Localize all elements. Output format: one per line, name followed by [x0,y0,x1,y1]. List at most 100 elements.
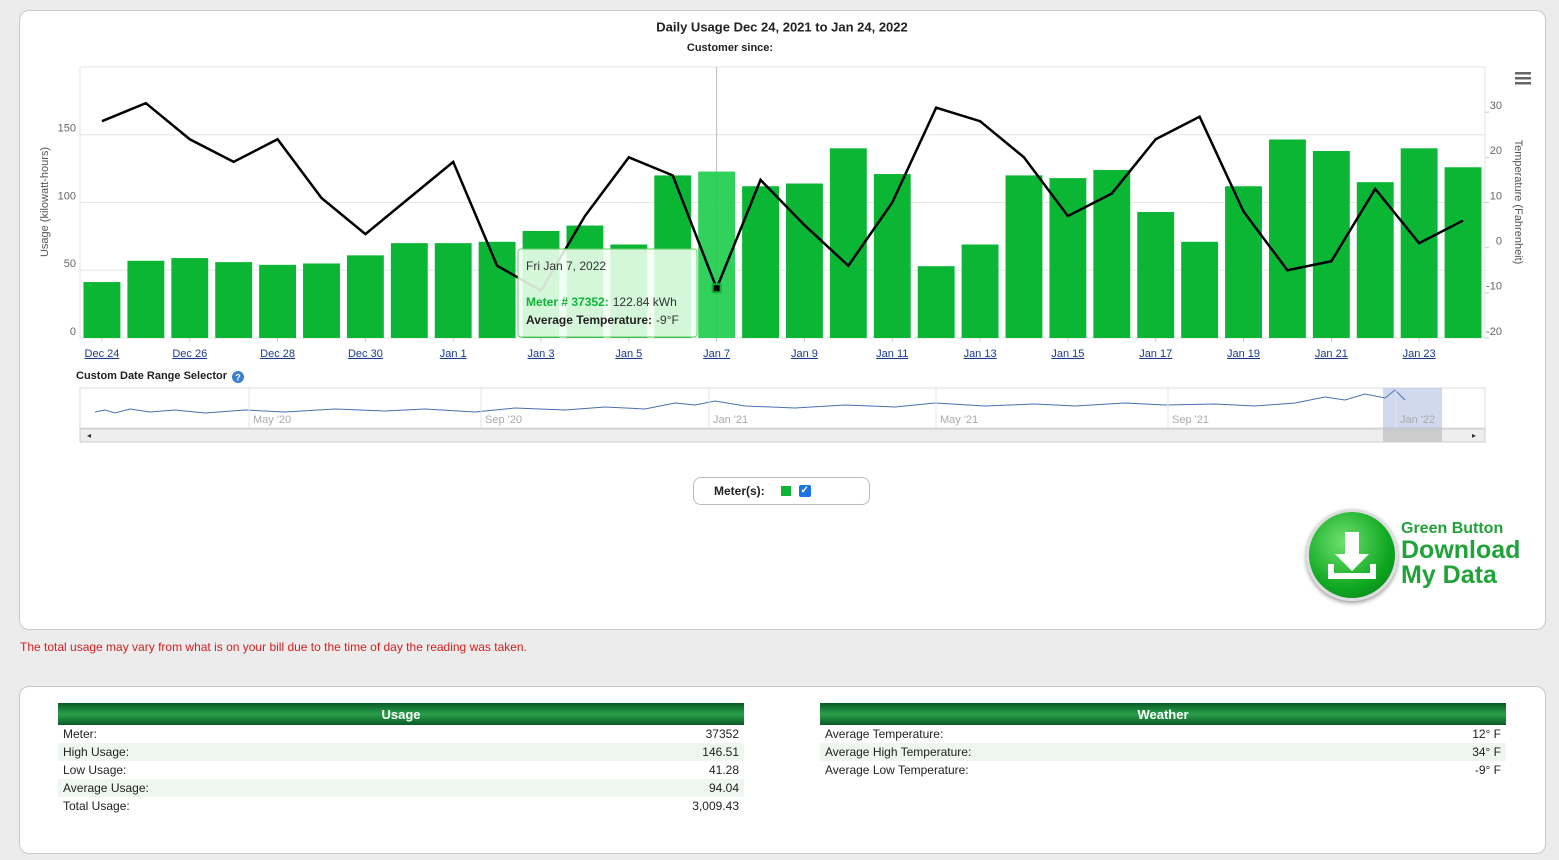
meter-swatch [780,486,791,496]
bar [215,262,253,338]
bar [1093,169,1131,338]
x-tick-label: Jan 5 [615,348,642,360]
x-tick-label: Dec 30 [348,348,383,360]
x-tick-label: Jan 1 [440,348,467,360]
navigator-label: Sep '20 [485,414,522,426]
table-row: Low Usage: 41.28 [58,761,744,779]
y2-tick-label: 0 [1496,236,1502,248]
menu-icon[interactable] [1515,72,1531,85]
x-tick-label: Jan 9 [791,348,818,360]
row-value: 146.51 [488,743,744,761]
bar [478,241,516,338]
row-value: 37352 [705,727,739,741]
x-tick-label: Jan 3 [528,348,555,360]
x-tick-label: Jan 19 [1227,348,1260,360]
row-value: 94.04 [488,779,744,797]
x-tick-label: Jan 11 [876,348,908,360]
x-tick-label: Dec 26 [172,348,207,360]
x-tick-label: Jan 21 [1315,348,1348,360]
x-tick-label: Dec 28 [260,348,295,360]
row-value: 12° F [1472,727,1501,741]
usage-table: Usage Meter: 37352 High Usage: 146.51 Low Usa… [58,703,744,815]
green-button-icon [1306,509,1398,601]
x-tick-label: Jan 15 [1051,348,1084,360]
tooltip-temp-value: -9°F [656,313,679,327]
scrollbar[interactable] [79,428,1486,443]
weather-table: Weather Average Temperature: 12° F Average … [820,703,1506,779]
table-row: Average Low Temperature: -9° F [820,761,1506,779]
tooltip-series-label: Meter # 37352: [526,295,609,309]
meter-selector: Meter(s): ✓ [693,477,870,505]
bar [1137,211,1175,338]
navigator-label: Jan '22 [1400,414,1435,426]
row-value: 3,009.43 [692,799,739,813]
temperature-line [101,101,1464,293]
y2-tick-label: 30 [1490,100,1502,112]
row-label: Low Usage: [63,763,127,777]
row-value: 41.28 [708,763,739,777]
usage-note: The total usage may vary from what is on… [20,640,527,654]
y-tick-label: 150 [58,123,76,135]
scroll-right[interactable]: ▸ [1472,431,1476,440]
bar [83,282,121,338]
bar [390,243,428,338]
chart-title: Daily Usage Dec 24, 2021 to Jan 24, 2022 [656,19,908,34]
table-row: High Usage: 146.51 [58,743,744,761]
y-tick-label: 0 [70,326,76,338]
table-row: Average Usage: 94.04 [58,779,744,797]
bar [1312,151,1350,338]
tooltip: Fri Jan 7, 2022 Meter # 37352: 122.84 kWh A… [517,248,698,338]
row-label: Average Usage: [58,779,489,797]
table-header: Usage [58,703,744,725]
help-icon-glyph: ? [235,372,241,382]
row-value: -9° F [1474,763,1501,777]
green-button-line1: Green Button [1401,520,1504,537]
navigator-label: Sep '21 [1172,414,1209,426]
table-row: Total Usage: 3,009.43 [58,797,744,815]
meters-label: Meter(s): [714,484,765,498]
bar [917,266,955,338]
bar [829,148,867,338]
row-value: 34° F [1369,743,1506,761]
tooltip-temp-row: Average Temperature: -9°F [526,313,679,327]
bar [1005,175,1043,338]
hover-point [711,283,722,294]
bar [346,255,384,338]
scroll-left[interactable]: ◂ [87,431,91,440]
green-button-line2: Download My Data [1401,536,1521,589]
navigator-title: Custom Date Range Selector [76,370,228,382]
bar [127,260,165,338]
green-button[interactable]: Green Button Download My Data [1302,505,1542,620]
scrollbar-thumb[interactable] [1383,429,1442,442]
y2-tick-label: 10 [1490,190,1502,202]
bar [786,183,823,338]
y-axis-title: Usage (kilowatt-hours) [39,147,51,257]
bar [961,244,999,338]
navigator-series [94,389,1406,414]
row-label: Meter: [63,727,98,741]
chart-subtitle: Customer since: [687,42,773,54]
tooltip-value-row: Meter # 37352: 122.84 kWh [526,295,677,309]
y-tick-label: 100 [58,190,76,202]
y2-tick-label: -20 [1486,326,1502,338]
bar [873,174,911,338]
row-label: Total Usage: [63,799,130,813]
table-header: Weather [820,703,1506,725]
table-row: Meter: 37352 [58,725,744,743]
bar [303,263,340,338]
navigator-label: Jan '21 [713,414,748,426]
x-tick-label: Jan 13 [964,348,997,360]
x-tick-label: Jan 23 [1403,348,1436,360]
bar [259,264,297,338]
tooltip-date: Fri Jan 7, 2022 [526,259,606,273]
navigator-label: May '20 [253,414,291,426]
y2-tick-label: -10 [1486,281,1502,293]
table-row: Average High Temperature: 34° F [820,743,1506,761]
help-icon[interactable] [232,371,244,383]
tooltip-temp-label: Average Temperature: [526,313,652,327]
meter-checkbox[interactable]: ✓ [798,485,811,497]
bar [1444,167,1482,338]
x-tick-label: Jan 7 [703,348,730,360]
row-label: Average Temperature: [825,727,944,741]
